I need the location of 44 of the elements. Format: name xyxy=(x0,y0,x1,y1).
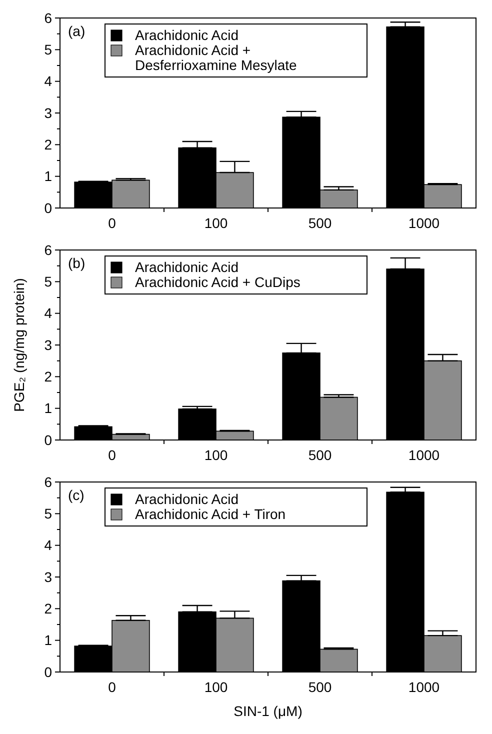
y-tick-label: 3 xyxy=(44,104,52,121)
x-axis-title: SIN-1 (μM) xyxy=(234,703,302,719)
x-tick-label: 0 xyxy=(108,215,116,231)
x-tick-label: 1000 xyxy=(408,215,440,231)
y-tick-label: 2 xyxy=(44,136,52,153)
x-tick-label: 500 xyxy=(308,215,332,231)
y-tick-label: 4 xyxy=(44,305,52,322)
y-tick-label: 6 xyxy=(44,10,52,26)
y-tick-label: 1 xyxy=(44,168,52,184)
y-tick-label: 1 xyxy=(44,632,52,648)
y-tick-label: 4 xyxy=(44,73,52,90)
y-tick-label: 2 xyxy=(44,368,52,385)
y-tick-label: 3 xyxy=(44,568,52,585)
x-tick-label: 0 xyxy=(108,679,116,695)
y-tick-label: 0 xyxy=(44,200,52,216)
y-tick-label: 4 xyxy=(44,537,52,554)
chart-title: (c) xyxy=(68,487,84,503)
y-tick-label: 0 xyxy=(44,664,52,680)
y-tick-label: 5 xyxy=(44,274,52,290)
y-tick-label: 1 xyxy=(44,400,52,416)
y-tick-label: 0 xyxy=(44,432,52,448)
legend-label: Arachidonic Acid + Desferrioxamine Mesylate xyxy=(135,42,298,73)
y-tick-label: 6 xyxy=(44,242,52,258)
legend-label: Arachidonic Acid xyxy=(135,259,239,275)
x-tick-label: 500 xyxy=(308,679,332,695)
legend-label: Arachidonic Acid xyxy=(135,27,239,43)
y-tick-label: 3 xyxy=(44,336,52,353)
y-tick-label: 5 xyxy=(44,506,52,522)
chart-title: (b) xyxy=(68,255,86,271)
x-tick-label: 500 xyxy=(308,447,332,463)
x-tick-label: 100 xyxy=(204,447,228,463)
x-tick-label: 0 xyxy=(108,447,116,463)
x-tick-label: 100 xyxy=(204,679,228,695)
legend-label: Arachidonic Acid + CuDips xyxy=(135,274,300,290)
legend-label: Arachidonic Acid + Tiron xyxy=(135,506,286,522)
y-tick-label: 5 xyxy=(44,42,52,58)
x-tick-label: 100 xyxy=(204,215,228,231)
x-tick-label: 1000 xyxy=(408,447,440,463)
x-tick-label: 1000 xyxy=(408,679,440,695)
legend-label: Arachidonic Acid xyxy=(135,491,239,507)
y-axis-title: PGE₂ (ng/mg protein) xyxy=(11,278,27,412)
chart-title: (a) xyxy=(68,23,86,39)
y-tick-label: 6 xyxy=(44,474,52,490)
y-tick-label: 2 xyxy=(44,600,52,617)
